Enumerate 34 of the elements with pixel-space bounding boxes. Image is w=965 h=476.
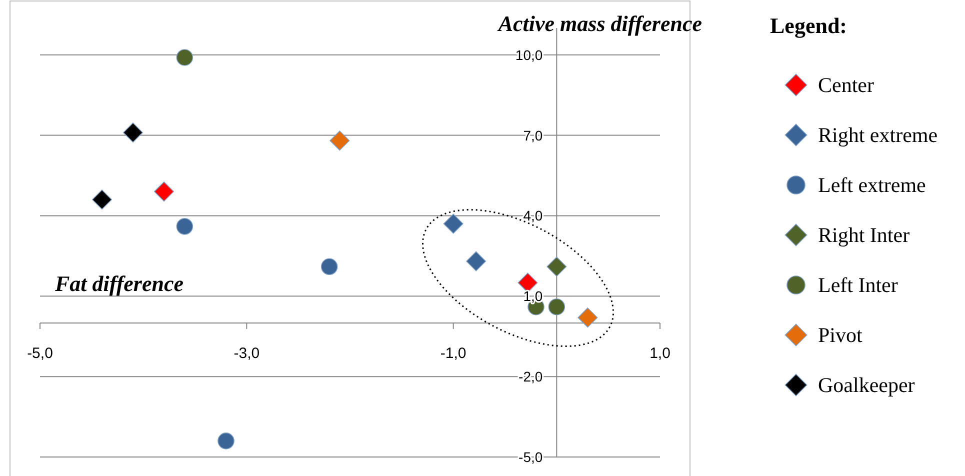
y-tick-label: 4,0 bbox=[523, 208, 543, 224]
legend-label: Center bbox=[818, 73, 874, 97]
point bbox=[320, 258, 338, 276]
point bbox=[443, 214, 464, 234]
point bbox=[518, 272, 538, 293]
point bbox=[548, 298, 566, 316]
point bbox=[92, 190, 112, 210]
legend-label: Right Inter bbox=[818, 223, 910, 247]
x-tick-label: -5,0 bbox=[27, 344, 53, 362]
legend-label: Left extreme bbox=[818, 173, 926, 197]
x-tick-label: 1,0 bbox=[650, 344, 670, 362]
y-tick-label: -5,0 bbox=[518, 449, 543, 465]
y-axis-title: Active mass difference bbox=[496, 11, 702, 36]
point bbox=[578, 308, 598, 328]
y-tick-label: 1,0 bbox=[523, 288, 543, 304]
y-tick-label: 10,0 bbox=[515, 46, 543, 63]
legend-title: Legend: bbox=[770, 13, 847, 38]
legend-label: Goalkeeper bbox=[818, 373, 915, 397]
x-axis-title: Fat difference bbox=[54, 271, 184, 296]
x-tick-label: -1,0 bbox=[440, 344, 466, 362]
point bbox=[176, 49, 194, 66]
legend-label: Right extreme bbox=[818, 123, 938, 147]
point bbox=[330, 130, 350, 151]
point bbox=[218, 432, 234, 450]
legend-label: Pivot bbox=[818, 323, 863, 347]
point bbox=[466, 251, 486, 272]
point bbox=[123, 122, 143, 143]
point bbox=[176, 218, 194, 235]
x-tick-label: -3,0 bbox=[234, 344, 260, 362]
point bbox=[546, 256, 567, 277]
legend-label: Left Inter bbox=[818, 273, 898, 297]
y-tick-label: 7,0 bbox=[523, 127, 543, 144]
point bbox=[154, 182, 174, 202]
y-tick-label: -2,0 bbox=[518, 368, 543, 385]
